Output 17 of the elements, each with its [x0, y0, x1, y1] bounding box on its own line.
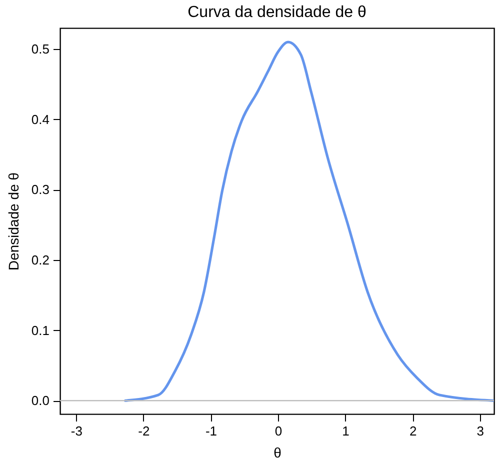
line-series — [124, 40, 494, 402]
y-axis-title: Densidade de θ — [5, 172, 22, 271]
y-tick-label: 0.3 — [31, 182, 50, 198]
y-tick-label: 0.5 — [31, 42, 50, 57]
x-tick-label: -1 — [205, 424, 218, 438]
y-tick-label: 0.2 — [31, 252, 50, 268]
y-tick-label: 0.4 — [31, 112, 50, 127]
y-tick-label: 0.1 — [31, 322, 50, 338]
x-axis-title: θ — [274, 444, 282, 460]
x-tick-label: 0 — [274, 424, 282, 438]
x-tick-label: -2 — [138, 424, 150, 438]
x-tick-label: 2 — [409, 424, 417, 438]
y-tick-label: 0.0 — [31, 393, 50, 408]
chart-title: Curva da densidade de θ — [188, 4, 366, 21]
x-tick-label: -3 — [70, 424, 82, 438]
x-tick-label: 1 — [342, 424, 350, 438]
x-tick-label: 3 — [476, 424, 484, 438]
